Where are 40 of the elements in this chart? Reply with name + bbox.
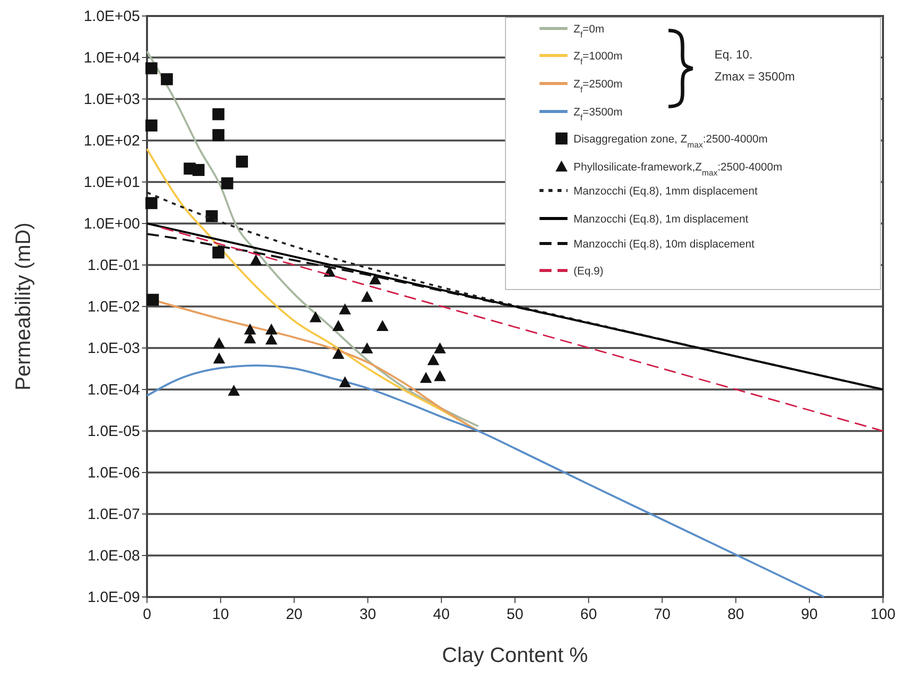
x-tick-label: 50 [506,606,524,623]
x-tick-label: 20 [286,606,303,623]
y-tick-label: 1.0E+01 [84,174,140,191]
y-tick-label: 1.0E+03 [84,91,140,108]
legend-label: (Eq.9) [573,265,603,277]
x-tick-label: 60 [580,606,597,623]
legend-label: Phyllosilicate-framework,Z$_{max}$:2500-4000m [573,161,782,176]
legend-label: Disaggregation zone, Z$_{max}$:2500-4000m [573,133,768,148]
x-tick-label: 30 [359,606,376,623]
y-axis-title: Permeability (mD) [12,222,35,391]
y-tick-label: 1.0E-07 [87,506,140,523]
x-tick-label: 80 [727,606,744,623]
x-tick-label: 90 [801,606,818,623]
legend-label: Manzocchi (Eq.8), 1mm displacement [573,185,758,197]
legend-label: Z$_{f}$=1000m [573,50,622,66]
annotation: Eq. 10. [714,47,752,61]
y-tick-label: 1.0E-06 [87,464,140,482]
legend-label: Z$_{f}$=3500m [573,106,622,122]
x-tick-label: 40 [433,606,450,623]
y-tick-label: 1.0E-05 [87,423,140,440]
x-tick-label: 70 [654,606,671,623]
x-tick-label: 10 [212,606,229,623]
y-tick-label: 1.0E+04 [84,50,140,66]
x-tick-label: 0 [142,606,152,623]
x-tick-label: 100 [870,606,896,623]
legend-label: Manzocchi (Eq.8), 10m displacement [573,238,754,250]
legend-label: Z$_{f}$=0m [573,23,604,38]
y-tick-label: 1.0E-01 [87,257,140,274]
y-tick-label: 1.0E-09 [87,589,140,606]
y-tick-label: 1.0E-08 [87,548,140,564]
y-tick-label: 1.0E+05 [84,8,140,25]
y-tick-label: 1.0E-04 [87,382,140,398]
x-axis-title: Clay Content % [442,644,588,667]
y-tick-label: 1.0E+00 [84,216,140,232]
y-tick-label: 1.0E-02 [87,298,140,316]
legend-label: Manzocchi (Eq.8), 1m displacement [573,213,748,225]
y-tick-label: 1.0E+02 [84,132,140,150]
legend-label: Z$_{f}$=2500m [573,78,622,94]
annotation: Zmax = 3500m [714,69,794,83]
y-tick-label: 1.0E-03 [87,340,140,357]
